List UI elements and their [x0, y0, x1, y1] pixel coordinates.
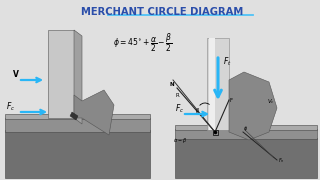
- Text: N: N: [170, 82, 175, 87]
- Text: $F_t$: $F_t$: [223, 55, 232, 68]
- Text: $F_n$: $F_n$: [278, 156, 285, 165]
- Polygon shape: [229, 72, 277, 140]
- Text: $\phi$: $\phi$: [243, 124, 248, 133]
- Text: $\beta$: $\beta$: [195, 106, 200, 115]
- Bar: [5, 130, 150, 178]
- Text: $F_c$: $F_c$: [175, 102, 184, 114]
- Bar: [5, 114, 150, 119]
- Bar: [175, 138, 317, 178]
- Text: R: R: [175, 93, 179, 98]
- Bar: [48, 30, 74, 118]
- Text: MERCHANT CIRCLE DIAGRAM: MERCHANT CIRCLE DIAGRAM: [81, 7, 243, 17]
- Bar: [209, 38, 215, 130]
- Text: $F_c$: $F_c$: [6, 100, 15, 112]
- Bar: [175, 125, 317, 130]
- Polygon shape: [70, 112, 78, 120]
- Text: $\phi = 45^{\circ} + \dfrac{\alpha}{2} - \dfrac{\beta}{2}$: $\phi = 45^{\circ} + \dfrac{\alpha}{2} -…: [113, 32, 172, 54]
- Polygon shape: [74, 90, 114, 135]
- Bar: [175, 129, 317, 139]
- Text: $\alpha-\beta$: $\alpha-\beta$: [173, 136, 187, 145]
- Polygon shape: [74, 30, 82, 124]
- Text: $V_c$: $V_c$: [267, 97, 275, 106]
- Bar: [213, 130, 218, 135]
- Text: F: F: [229, 98, 232, 103]
- Bar: [207, 38, 229, 130]
- Text: V: V: [13, 70, 19, 79]
- Bar: [5, 118, 150, 132]
